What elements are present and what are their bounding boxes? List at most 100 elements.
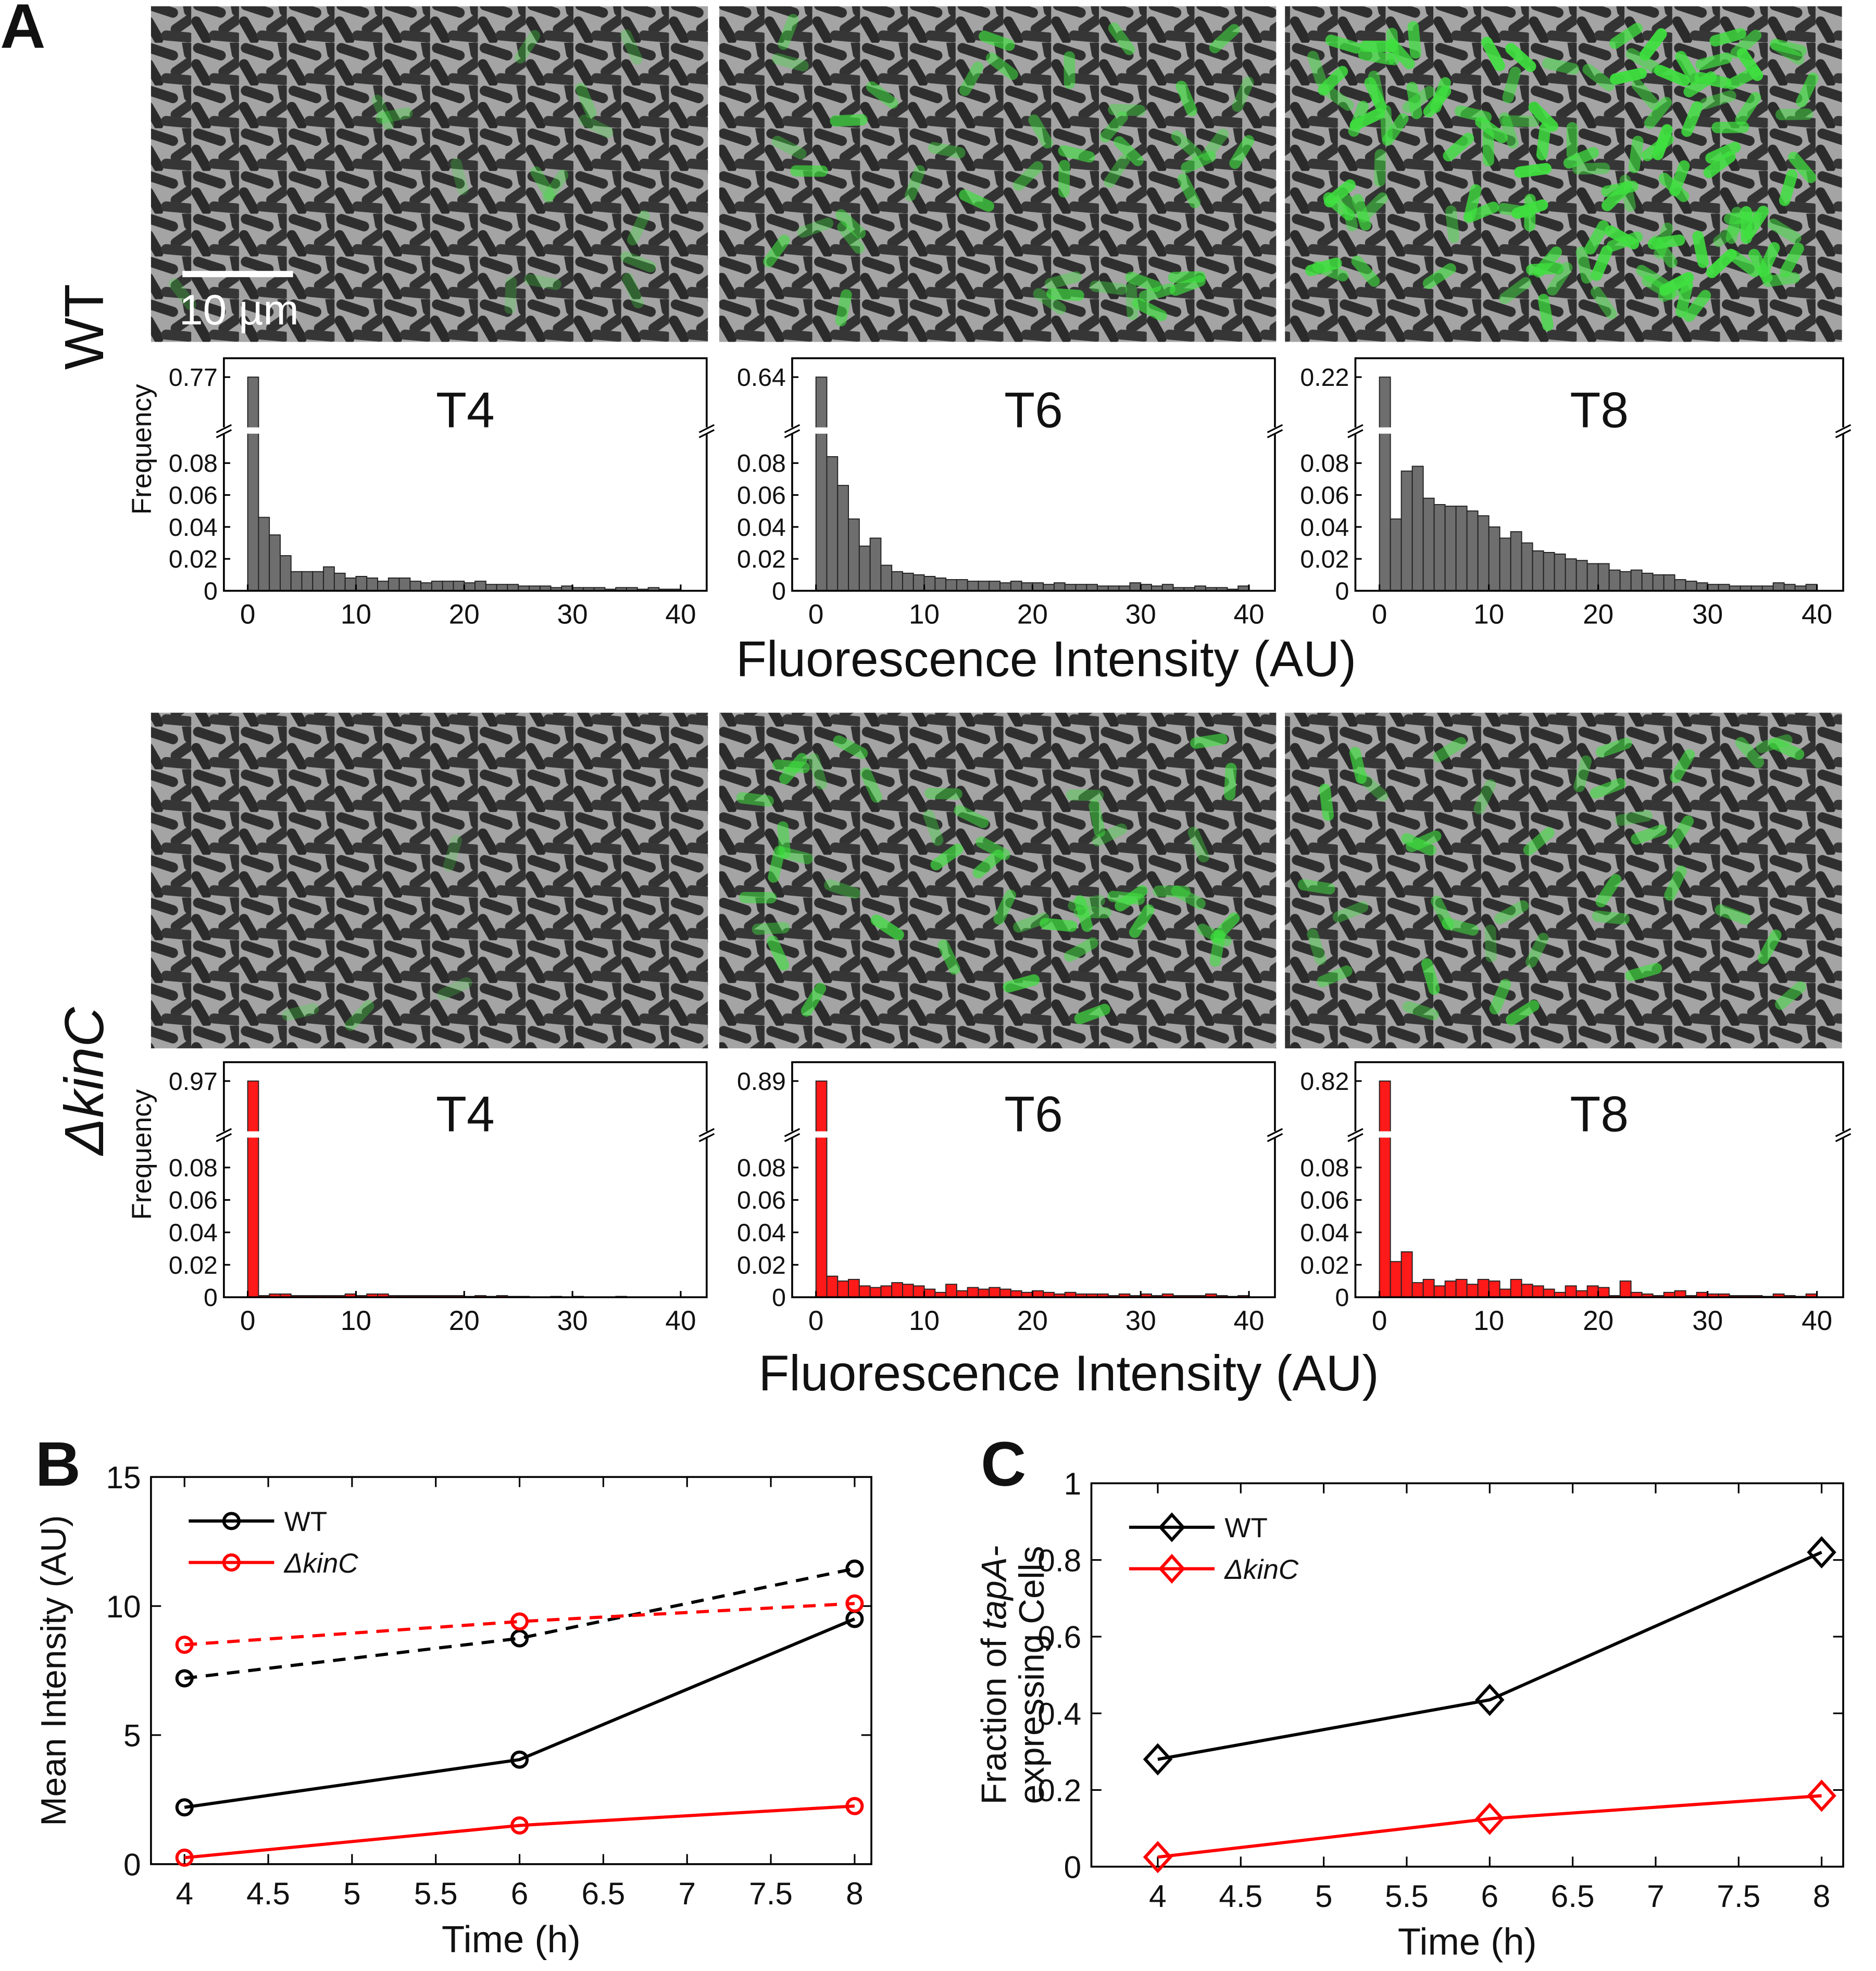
bar (301, 571, 314, 592)
break-mark (698, 424, 715, 433)
series-line (184, 1617, 856, 1809)
fluorescent-cell (905, 165, 926, 202)
bar (453, 581, 465, 592)
bar (923, 575, 936, 592)
fluorescent-cell (930, 843, 964, 871)
fluorescent-cell (620, 29, 643, 65)
marker (845, 1594, 864, 1613)
break-mark (1347, 429, 1364, 438)
axis-break (790, 427, 1278, 434)
x-tick-label: 4 (1149, 1878, 1167, 1914)
y-tick-label: 0.04 (169, 513, 218, 542)
legend-marker (1158, 1512, 1185, 1542)
x-tick-label: 30 (1125, 1305, 1156, 1336)
bar (1488, 526, 1500, 592)
fluorescent-cell (168, 278, 196, 310)
x-tick-label: 20 (449, 599, 480, 630)
fluorescent-cell (1725, 66, 1761, 90)
legend-label: WT (284, 1507, 328, 1537)
bar (1466, 1284, 1479, 1298)
fluorescent-cell (928, 142, 966, 159)
bar (912, 574, 925, 592)
fluorescent-cell (1406, 82, 1422, 119)
y-tick-label: 0.04 (1300, 1219, 1349, 1247)
bar (1140, 584, 1152, 592)
fluorescent-cell (1636, 265, 1670, 291)
bar (869, 537, 882, 592)
y-tick-label: 0 (204, 1284, 218, 1312)
marker (175, 1848, 194, 1867)
fluorescent-cell (1735, 737, 1765, 768)
bar (1064, 584, 1077, 592)
bar (1543, 551, 1555, 592)
fluorescent-cell (1748, 248, 1773, 283)
fluorescent-cell (1351, 255, 1380, 287)
fluorescent-cell (1757, 929, 1782, 964)
fluorescent-cell (1125, 282, 1139, 320)
bar (269, 534, 281, 592)
x-tick-label: 20 (1017, 599, 1048, 630)
bar (1043, 584, 1055, 592)
x-tick-label: 0 (808, 1305, 824, 1336)
bar (945, 1284, 957, 1298)
fluorescent-cell (1573, 755, 1592, 793)
bar (1379, 1080, 1391, 1298)
fluorescent-cell (1669, 160, 1690, 196)
fluorescent-cell (1788, 152, 1817, 183)
fluorescent-cell (860, 767, 882, 803)
bar (1532, 550, 1544, 592)
x-tick-label: 6.5 (581, 1876, 625, 1911)
fluorescent-cell (1523, 827, 1555, 856)
bar (496, 584, 508, 592)
bar (1608, 569, 1621, 592)
fluorescent-cell (870, 914, 904, 940)
fluorescent-cell (1114, 136, 1144, 166)
marker (1807, 1536, 1836, 1568)
fluorescent-cell (1670, 749, 1695, 783)
break-mark (1267, 429, 1283, 438)
y-tick-label: 0.04 (169, 1219, 218, 1247)
fluorescent-cell (835, 289, 852, 327)
break-mark (784, 1133, 801, 1143)
y-tick-label: 0.06 (169, 481, 218, 509)
legend-marker (222, 1553, 241, 1572)
legend-label: WT (1224, 1513, 1268, 1543)
fluorescent-cell (1652, 124, 1673, 160)
series-line (1157, 1551, 1822, 1761)
bar (1455, 506, 1468, 592)
fluorescent-cell (1625, 962, 1662, 982)
bar (398, 578, 411, 592)
x-tick-label: 0 (808, 599, 824, 630)
fluorescent-cell (790, 165, 828, 177)
fluorescent-cell (986, 52, 1018, 80)
fluorescent-cell (1108, 22, 1135, 55)
chart-title: T8 (1570, 383, 1629, 438)
chart-title: T6 (1004, 1087, 1063, 1143)
fluorescent-cell (1779, 169, 1798, 206)
fluorescent-cell (1767, 218, 1802, 244)
bar (1783, 584, 1796, 592)
fluorescent-cell (1675, 51, 1700, 85)
x-tick-label: 30 (1692, 1305, 1723, 1336)
x-tick-label: 4.5 (1219, 1878, 1262, 1914)
fluorescent-cell (739, 892, 777, 903)
marker (1475, 1684, 1505, 1716)
fluorescent-cell (1506, 1000, 1540, 1026)
fluorescent-cell (1695, 52, 1733, 70)
bar (826, 1275, 839, 1298)
x-tick-label: 4 (176, 1876, 193, 1911)
fluorescent-cell (1064, 51, 1075, 89)
x-tick-label: 40 (1802, 599, 1832, 630)
bar (912, 1285, 925, 1298)
y-axis-label: Mean Intensity (AU) (34, 1515, 73, 1826)
bar (1718, 584, 1730, 592)
fluorescent-cell (1595, 874, 1622, 908)
fluorescent-cell (1762, 272, 1800, 287)
legend-marker (1158, 1553, 1185, 1584)
bar (1422, 1278, 1435, 1298)
series-line (184, 1602, 855, 1647)
fluorescent-cell (1526, 262, 1564, 275)
y-tick-label: 0 (1335, 577, 1349, 605)
